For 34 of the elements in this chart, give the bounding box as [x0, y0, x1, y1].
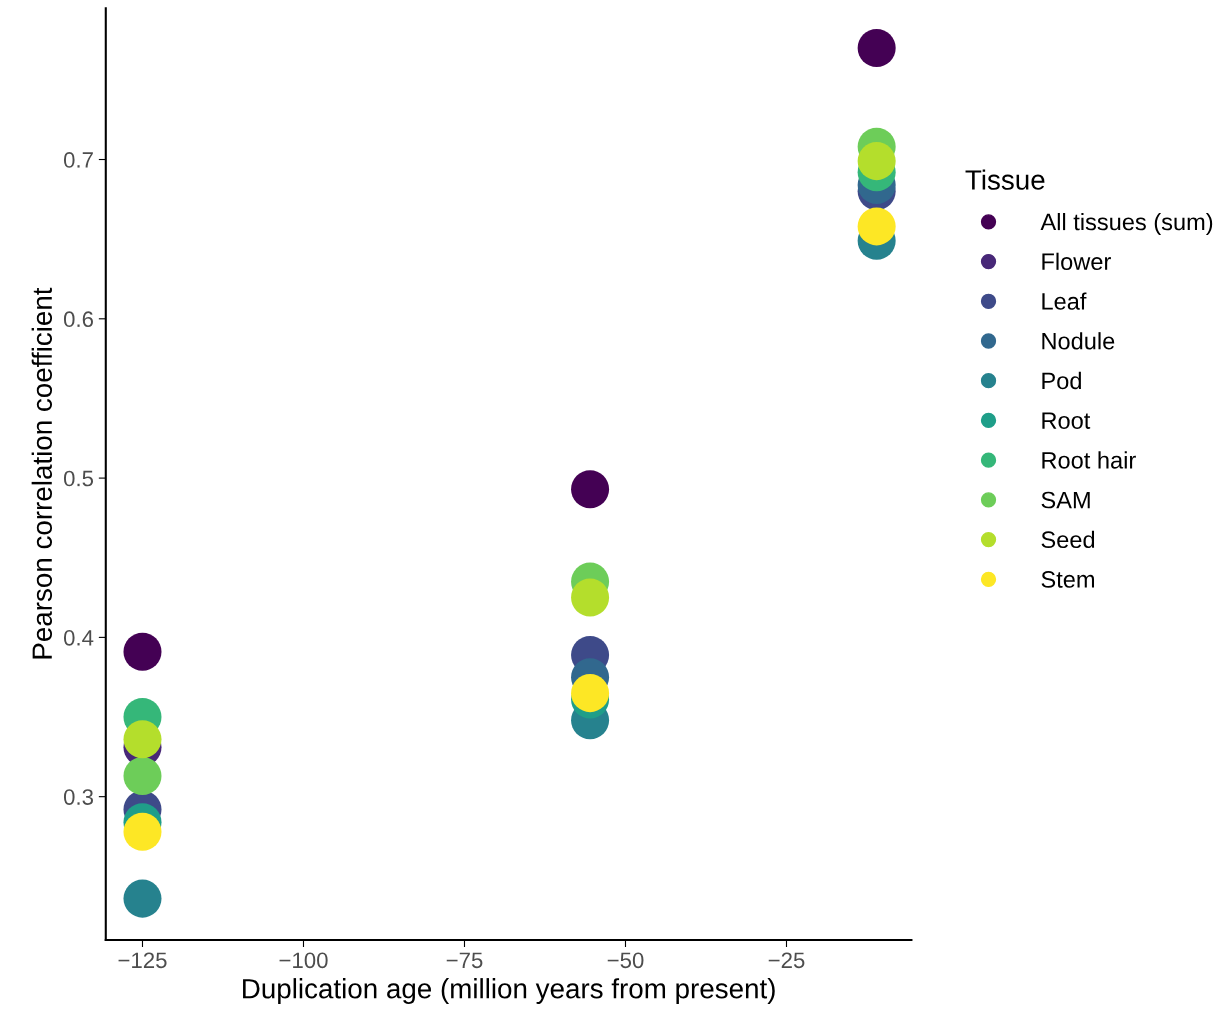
point: [857, 142, 896, 181]
legend-label: SAM: [1041, 491, 1090, 509]
point: [571, 674, 610, 713]
point: [571, 578, 610, 617]
point: [123, 756, 162, 795]
y-axis-title: Pearson correlation coefficient: [31, 287, 53, 659]
x-tick-label: −125: [118, 952, 167, 969]
legend-label: Seed: [1041, 530, 1095, 549]
x-tick-label: −75: [446, 952, 483, 969]
point: [857, 29, 896, 68]
legend-label: Pod: [1042, 371, 1081, 390]
legend-label: Stem: [1041, 571, 1095, 588]
point: [123, 632, 162, 671]
legend-label: Nodule: [1042, 332, 1115, 350]
y-tick-label: 0.7: [63, 152, 93, 168]
legend-label: All tissues (sum): [1040, 212, 1213, 235]
legend-label: Root hair: [1042, 451, 1136, 469]
x-tick-label: −100: [279, 952, 328, 969]
point: [123, 720, 162, 759]
legend-label: Flower: [1042, 252, 1111, 271]
legend-label: Leaf: [1042, 292, 1087, 310]
y-tick-label: 0.3: [63, 789, 93, 805]
x-axis-title: Duplication age (million years from present): [243, 978, 775, 1004]
point: [123, 879, 162, 918]
y-tick-label: 0.6: [63, 311, 93, 328]
y-tick-label: 0.5: [63, 470, 94, 487]
y-tick-label: 0.4: [63, 629, 94, 646]
legend-title: Tissue: [965, 169, 1045, 190]
point: [571, 470, 610, 509]
point: [857, 207, 896, 246]
x-tick-label: −50: [607, 952, 644, 969]
legend-label: Root: [1042, 412, 1091, 429]
point: [123, 812, 162, 851]
x-tick-label: −25: [768, 952, 805, 969]
